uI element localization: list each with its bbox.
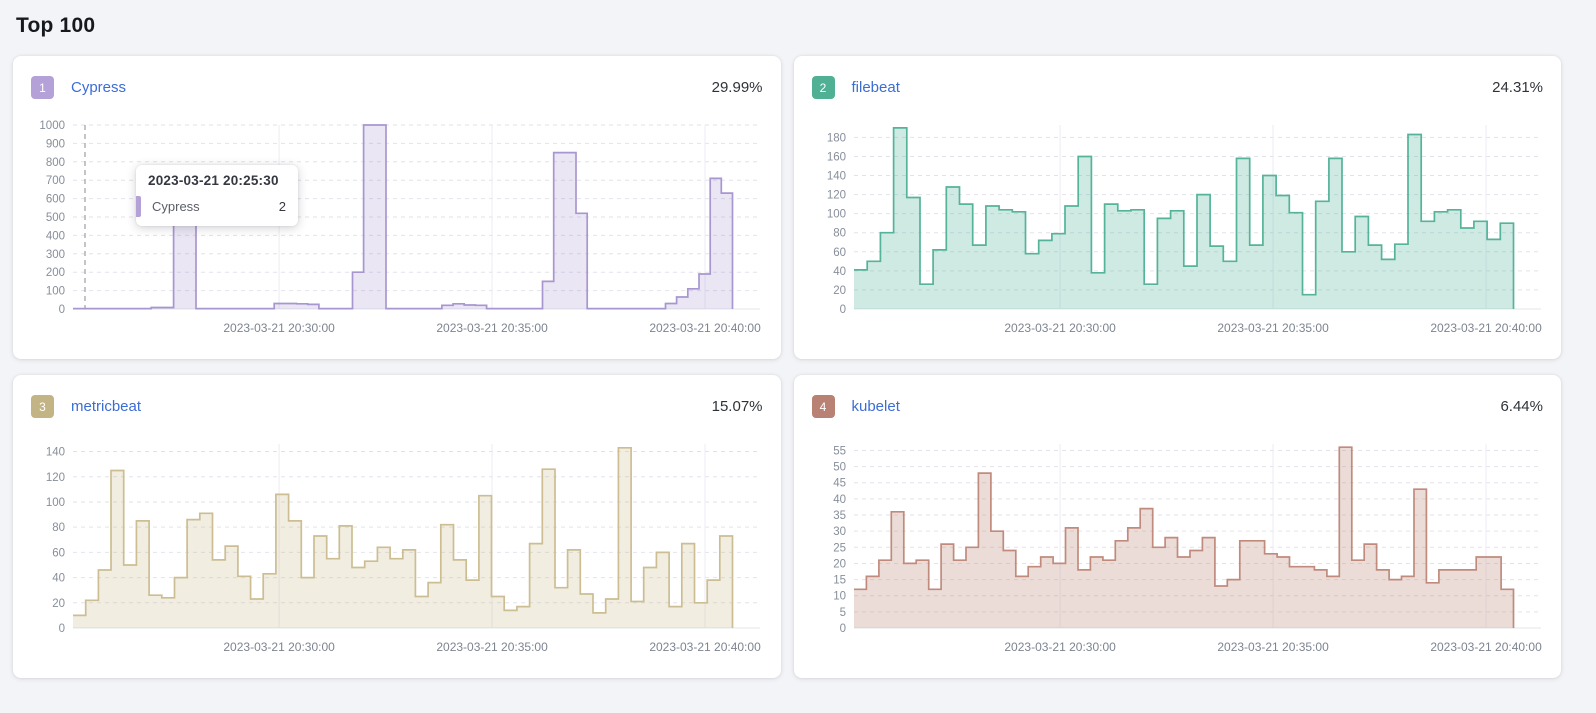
- svg-text:700: 700: [46, 175, 65, 187]
- svg-text:50: 50: [833, 462, 846, 474]
- svg-text:600: 600: [46, 194, 65, 206]
- series-link-kubelet[interactable]: kubelet: [851, 398, 900, 415]
- svg-text:100: 100: [46, 497, 65, 509]
- rank-badge: 4: [811, 395, 835, 418]
- svg-text:15: 15: [833, 575, 846, 587]
- percentage-value: 15.07%: [711, 398, 763, 415]
- svg-text:40: 40: [833, 266, 846, 278]
- card-header: 2 filebeat 24.31%: [811, 76, 1543, 99]
- svg-text:2023-03-21 20:35:00: 2023-03-21 20:35:00: [1217, 640, 1329, 654]
- svg-text:2023-03-21 20:35:00: 2023-03-21 20:35:00: [1217, 321, 1329, 335]
- svg-text:55: 55: [833, 445, 846, 457]
- svg-text:2023-03-21 20:40:00: 2023-03-21 20:40:00: [1430, 640, 1542, 654]
- svg-text:2023-03-21 20:30:00: 2023-03-21 20:30:00: [223, 321, 335, 335]
- card-filebeat: 2 filebeat 24.31% 0 20 40 60 80 100 120 140 160 1…: [793, 56, 1561, 359]
- tooltip-series-color-bar: [136, 196, 141, 217]
- svg-text:160: 160: [826, 151, 845, 163]
- svg-text:35: 35: [833, 510, 846, 522]
- svg-text:2023-03-21 20:40:00: 2023-03-21 20:40:00: [1430, 321, 1542, 335]
- svg-text:40: 40: [52, 573, 65, 585]
- svg-text:900: 900: [46, 138, 65, 150]
- svg-text:80: 80: [833, 228, 846, 240]
- tooltip-series-value: 2: [278, 199, 286, 214]
- svg-text:20: 20: [833, 558, 846, 570]
- svg-text:140: 140: [46, 447, 65, 459]
- svg-text:25: 25: [833, 542, 846, 554]
- svg-text:180: 180: [826, 132, 845, 144]
- svg-text:120: 120: [46, 472, 65, 484]
- svg-text:0: 0: [59, 304, 65, 316]
- card-header: 3 metricbeat 15.07%: [31, 395, 763, 418]
- card-kubelet: 4 kubelet 6.44% 0 5 10 15 20 25 30 35 40 45 50 55 20…: [793, 375, 1561, 678]
- series-link-metricbeat[interactable]: metricbeat: [71, 398, 142, 415]
- svg-text:1000: 1000: [39, 120, 65, 132]
- svg-text:60: 60: [52, 547, 65, 559]
- tooltip-timestamp: 2023-03-21 20:25:30: [148, 173, 279, 188]
- svg-text:60: 60: [833, 247, 846, 259]
- svg-text:20: 20: [52, 598, 65, 610]
- tooltip-series-row: Cypress 2: [136, 196, 286, 217]
- rank-badge: 1: [31, 76, 54, 99]
- svg-text:80: 80: [52, 522, 65, 534]
- kubelet-chart[interactable]: 0 5 10 15 20 25 30 35 40 45 50 55 2023-03-21 20:30:0…: [810, 438, 1545, 666]
- page-title: Top 100: [16, 14, 96, 37]
- svg-text:45: 45: [833, 478, 846, 490]
- svg-text:300: 300: [46, 249, 65, 261]
- percentage-value: 24.31%: [1492, 79, 1543, 96]
- svg-text:2023-03-21 20:35:00: 2023-03-21 20:35:00: [436, 640, 548, 654]
- percentage-value: 6.44%: [1500, 398, 1543, 415]
- metricbeat-chart[interactable]: 0 20 40 60 80 100 120 140 2023-03-21 20:30:00 202…: [29, 438, 764, 666]
- card-metricbeat: 3 metricbeat 15.07% 0 20 40 60 80 100 120 140 20…: [13, 375, 781, 678]
- svg-text:0: 0: [59, 623, 65, 635]
- svg-text:40: 40: [833, 494, 846, 506]
- svg-text:20: 20: [833, 285, 846, 297]
- rank-badge: 3: [31, 395, 54, 418]
- series-link-cypress[interactable]: Cypress: [71, 79, 127, 96]
- svg-text:2023-03-21 20:30:00: 2023-03-21 20:30:00: [223, 640, 335, 654]
- svg-text:120: 120: [826, 190, 845, 202]
- svg-text:100: 100: [826, 209, 845, 221]
- svg-text:0: 0: [839, 304, 845, 316]
- tooltip-series-name: Cypress: [152, 199, 200, 214]
- card-cypress: 1 Cypress 29.99% 0 100 200 300 400 500 600 700 8…: [13, 56, 781, 359]
- svg-text:140: 140: [826, 171, 845, 183]
- svg-text:2023-03-21 20:30:00: 2023-03-21 20:30:00: [1004, 640, 1116, 654]
- percentage-value: 29.99%: [711, 79, 763, 96]
- svg-text:200: 200: [46, 267, 65, 279]
- rank-badge: 2: [811, 76, 835, 99]
- cards-grid: 1 Cypress 29.99% 0 100 200 300 400 500 600 700 8…: [0, 38, 1596, 694]
- svg-text:5: 5: [839, 607, 845, 619]
- cypress-chart[interactable]: 0 100 200 300 400 500 600 700 800 900 1000 2023-03-…: [29, 119, 764, 347]
- svg-text:2023-03-21 20:40:00: 2023-03-21 20:40:00: [649, 640, 761, 654]
- chart-tooltip: 2023-03-21 20:25:30 Cypress 2: [136, 165, 298, 226]
- svg-text:0: 0: [839, 623, 845, 635]
- svg-text:100: 100: [46, 286, 65, 298]
- svg-text:400: 400: [46, 230, 65, 242]
- svg-text:30: 30: [833, 526, 846, 538]
- card-header: 1 Cypress 29.99%: [31, 76, 763, 99]
- series-link-filebeat[interactable]: filebeat: [851, 79, 900, 96]
- svg-text:800: 800: [46, 157, 65, 169]
- card-header: 4 kubelet 6.44%: [811, 395, 1543, 418]
- svg-text:2023-03-21 20:30:00: 2023-03-21 20:30:00: [1004, 321, 1116, 335]
- filebeat-chart[interactable]: 0 20 40 60 80 100 120 140 160 180 2023-03-21 20:30…: [810, 119, 1545, 347]
- svg-text:10: 10: [833, 591, 846, 603]
- svg-text:500: 500: [46, 212, 65, 224]
- svg-text:2023-03-21 20:40:00: 2023-03-21 20:40:00: [649, 321, 761, 335]
- svg-text:2023-03-21 20:35:00: 2023-03-21 20:35:00: [436, 321, 548, 335]
